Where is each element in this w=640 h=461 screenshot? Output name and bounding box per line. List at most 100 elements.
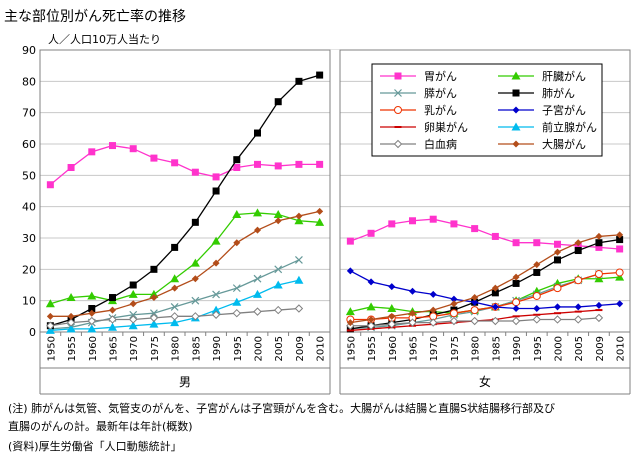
data-point — [87, 291, 97, 300]
note-line-1: (注) 肺がんは気管、気管支のがんを、子宮がんは子宮頸がんを含む。大腸がんは結腸… — [8, 402, 556, 415]
legend-marker — [512, 106, 520, 114]
data-point — [212, 187, 220, 195]
data-point — [429, 290, 437, 298]
data-point — [150, 309, 158, 318]
data-point — [595, 301, 603, 309]
data-point — [409, 309, 416, 317]
data-point — [274, 162, 282, 170]
data-point — [491, 316, 500, 326]
data-point — [615, 272, 625, 281]
data-point — [388, 220, 396, 228]
data-point — [471, 298, 479, 306]
data-point — [191, 275, 199, 283]
data-point — [491, 232, 499, 240]
data-point — [45, 299, 55, 308]
data-point — [109, 306, 116, 314]
data-point — [574, 247, 582, 255]
data-point — [212, 173, 220, 181]
data-point — [254, 226, 261, 234]
y-tick-label: 40 — [22, 201, 36, 214]
data-point — [295, 77, 303, 85]
data-point — [87, 316, 96, 326]
data-point — [616, 236, 624, 244]
data-point — [533, 268, 541, 276]
data-point — [594, 270, 603, 279]
data-point — [616, 300, 624, 308]
data-point — [512, 273, 520, 281]
data-point — [512, 239, 520, 247]
data-point — [232, 284, 241, 293]
x-tick-label: 1975 — [450, 336, 461, 361]
data-point — [128, 321, 138, 330]
data-point — [512, 298, 521, 307]
y-tick-label: 70 — [22, 107, 36, 120]
x-tick-label: 1995 — [233, 336, 244, 361]
data-point — [574, 303, 582, 311]
data-point — [409, 217, 416, 225]
data-point — [615, 268, 624, 277]
data-point — [470, 306, 479, 315]
data-point — [315, 217, 325, 226]
data-point — [170, 274, 180, 283]
legend-marker — [512, 140, 520, 148]
x-tick-label: 1990 — [512, 336, 523, 361]
data-point — [129, 281, 137, 289]
data-point — [346, 267, 354, 275]
data-point — [232, 210, 242, 218]
data-point — [274, 265, 283, 274]
x-tick-label: 1950 — [346, 336, 357, 361]
data-point — [346, 319, 354, 327]
legend-label: 肝臓がん — [542, 69, 586, 83]
data-point — [346, 237, 354, 245]
data-point — [273, 210, 283, 218]
data-point — [233, 156, 241, 164]
data-point — [66, 318, 76, 327]
data-point — [109, 294, 116, 302]
data-point — [471, 225, 479, 233]
data-point — [274, 217, 282, 225]
legend-marker — [512, 89, 520, 97]
data-point — [316, 207, 324, 215]
data-point — [512, 305, 520, 312]
data-point — [594, 274, 604, 283]
data-point — [450, 295, 458, 303]
data-point — [594, 313, 604, 323]
data-point — [191, 218, 199, 226]
x-tick-label: 1970 — [129, 336, 140, 361]
x-tick-label: 1970 — [429, 336, 440, 361]
data-point — [367, 315, 375, 323]
legend-label: 白血病 — [424, 137, 457, 151]
data-point — [232, 297, 242, 306]
data-point — [295, 212, 303, 220]
data-point — [554, 256, 561, 264]
x-tick-label: 1980 — [171, 336, 182, 361]
data-point — [345, 307, 355, 316]
data-point — [553, 284, 562, 293]
data-point — [388, 283, 396, 291]
x-tick-label: 1955 — [67, 336, 78, 361]
legend-label: 大腸がん — [542, 137, 586, 151]
series-line — [50, 212, 320, 305]
data-point — [294, 216, 304, 225]
data-point — [171, 243, 179, 251]
data-point — [574, 239, 582, 247]
data-point — [429, 318, 438, 327]
x-tick-label: 1985 — [191, 336, 202, 361]
data-point — [532, 291, 541, 300]
data-point — [191, 168, 199, 176]
series-line — [350, 234, 620, 324]
data-point — [616, 245, 624, 253]
x-tick-label: 2009 — [595, 336, 606, 361]
legend-label: 胃がん — [424, 69, 457, 83]
data-point — [554, 248, 561, 256]
x-tick-label: 1995 — [533, 336, 544, 361]
data-point — [533, 239, 541, 247]
data-point — [553, 315, 562, 324]
y-tick-label: 20 — [22, 263, 36, 276]
data-point — [46, 312, 54, 320]
panel-label: 女 — [479, 374, 491, 389]
data-point — [429, 215, 437, 223]
data-point — [491, 289, 499, 297]
data-point — [554, 240, 561, 248]
data-point — [595, 243, 603, 251]
